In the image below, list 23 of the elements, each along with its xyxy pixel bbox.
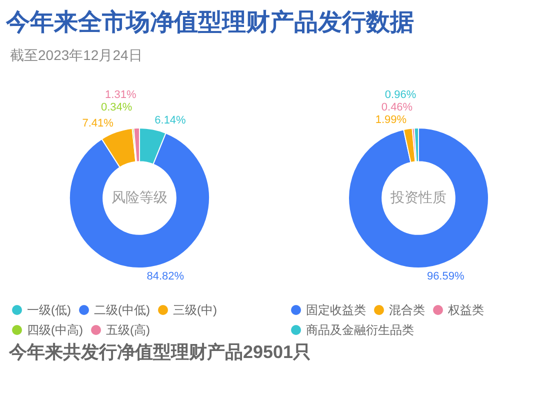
text: 投资性质 bbox=[390, 188, 446, 205]
data-label: 1.99% bbox=[375, 114, 407, 126]
data-label: 1.31% bbox=[105, 89, 136, 102]
chart-title: 今年来全市场净值型理财产品发行数据 bbox=[6, 8, 414, 38]
legend-label: 二级(中低) bbox=[93, 302, 150, 319]
data-label: 0.96% bbox=[384, 89, 416, 102]
slice-label: 固定收益类 bbox=[305, 302, 366, 319]
data-label: 84.82% bbox=[146, 270, 184, 283]
legend-label: 一级(低) bbox=[26, 302, 71, 319]
legend-label: 商品及金融衍生品类 bbox=[305, 322, 414, 339]
data-label: 6.14% bbox=[154, 114, 186, 126]
chart-subtitle: 截至2023年12月24日 bbox=[10, 47, 142, 65]
legend-label: 四级(中高) bbox=[26, 322, 83, 339]
text: 今年来共发行净值型理财产品29501只 bbox=[9, 341, 312, 364]
data-label: 96.59% bbox=[426, 270, 464, 283]
legend-label: 权益类 bbox=[447, 302, 484, 319]
legend-label: 五级(高) bbox=[105, 322, 150, 339]
data-label: 7.41% bbox=[82, 117, 114, 130]
text: 风险等级 bbox=[112, 188, 168, 205]
legend-label: 三级(中) bbox=[172, 302, 217, 319]
data-label: 0.46% bbox=[381, 101, 413, 114]
legend-label: 混合类 bbox=[388, 302, 425, 319]
data-label: 0.34% bbox=[100, 101, 132, 114]
